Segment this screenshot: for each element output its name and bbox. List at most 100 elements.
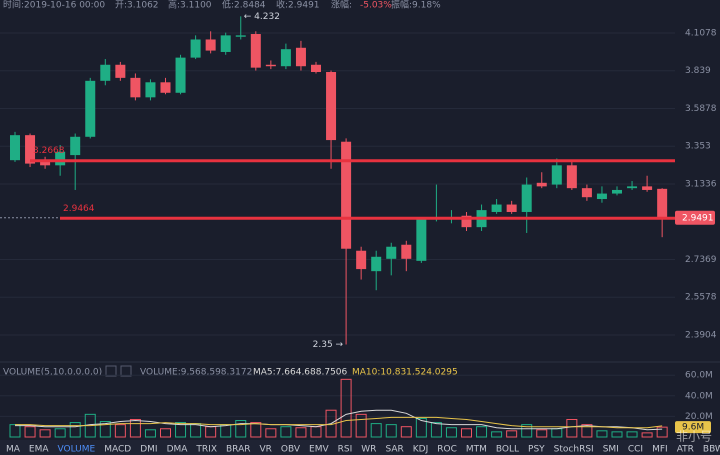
volume-bar [280,426,292,438]
candle-body [551,165,562,185]
indicator-tab[interactable]: VR [259,445,271,455]
candle-body [536,182,547,187]
volume-bar [445,427,457,438]
indicator-tab[interactable]: TRIX [195,445,217,455]
y-tick-label: 3.5878 [685,104,717,114]
volume-current: VOLUME:9,568,598.3172 [140,368,252,378]
y-tick-label: 3.1336 [685,179,717,189]
annotation: 2.35 → [313,340,344,350]
candle-body [220,35,231,52]
candle-body [280,49,291,67]
close-icon[interactable] [120,365,132,377]
candle-body [612,189,622,194]
last-price-box [675,210,715,225]
indicator-tab[interactable]: WR [361,445,376,455]
candle-body [627,186,638,189]
indicator-tab[interactable]: DMA [167,445,189,455]
volume-last-label: 9.6M [682,423,704,433]
volume-bar [99,421,111,438]
candle-body [145,82,156,98]
indicator-tab[interactable]: OBV [281,445,301,455]
indicator-tab[interactable]: StochRSI [554,445,594,455]
candle-body [401,244,412,259]
volume-bar [54,428,66,438]
volume-bar [114,424,126,438]
candle-body [130,77,141,98]
high: 高:3.1100 [168,0,212,11]
indicator-tab[interactable]: MACD [104,445,131,455]
volume-bar [521,424,533,438]
volume-bar [24,426,36,438]
candle-body [596,193,607,200]
candle-body [295,47,306,67]
volume-bar [39,429,51,438]
candle-body [326,72,337,141]
indicator-tab[interactable]: EMA [29,445,49,455]
volume-bar [506,430,518,438]
candle-body [386,246,397,259]
candle-body [25,135,36,164]
volume-bar [596,430,608,438]
volume-bar [129,418,141,438]
volume-bar [385,424,397,438]
indicator-tab[interactable]: CCI [628,445,643,455]
y-tick-label: 3.839 [685,66,711,76]
candle-body [40,161,51,166]
volume-ma-line [15,409,663,431]
volume-title: VOLUME(5,10,0,0,0,0) [3,368,102,378]
indicator-tab[interactable]: MA [6,445,21,455]
amplitude: 振幅:9.18% [391,0,441,11]
volume-bar [641,432,653,438]
volume-bar [476,426,488,438]
settings-icon[interactable] [105,365,117,377]
indicator-tab[interactable]: DMI [140,445,157,455]
indicator-tab[interactable]: ATR [677,445,694,455]
horizontal-line-label: 3.2668 [33,146,65,156]
indicator-tab[interactable]: VOLUME [58,445,96,455]
indicator-tab[interactable]: SMI [603,445,619,455]
candle-body [371,256,382,272]
indicator-tab[interactable]: MFI [652,445,668,455]
volume-bar [400,426,412,438]
volume-last-box [675,421,711,434]
open: 开:3.1062 [115,0,159,11]
ma5-text: MA5:7,664,688.7506 [253,368,348,378]
time: 时间:2019-10-16 00:00 [3,0,105,11]
indicator-tab[interactable]: RSI [338,445,353,455]
volume-tick-label: 20.0M [685,412,713,422]
candle-body [506,204,517,212]
candle-body [235,35,246,37]
header: 时间:2019-10-16 00:00 开:3.1062 高:3.1100 低:… [3,0,441,11]
indicator-tab[interactable]: EMV [309,445,329,455]
candle-body [85,80,96,137]
volume-tick-label: 60.0M [685,371,713,381]
y-tick-label: 2.7369 [685,255,717,265]
volume-bar [265,428,277,438]
volume-bar [340,378,352,438]
indicator-tab[interactable]: SAR [385,445,403,455]
candle-body [356,250,367,270]
volume-tick-label: 40.0M [685,391,713,401]
indicator-tab[interactable]: PSY [528,445,545,455]
volume-bar [355,413,367,438]
candle-body [566,165,577,189]
candle-body [70,136,81,156]
candle-body [160,82,171,93]
indicator-tab[interactable]: KDJ [413,445,429,455]
volume-bar [491,431,503,438]
close: 收:2.9491 [276,0,320,11]
indicator-tab[interactable]: MTM [466,445,487,455]
volume-bar [611,431,623,438]
low: 低:2.8484 [222,0,266,11]
volume-bar [415,417,427,438]
candle-body [250,34,261,68]
indicator-tab[interactable]: BBW [703,445,720,455]
candle-body [265,64,276,67]
indicator-tab[interactable]: BRAR [226,445,250,455]
indicator-tab[interactable]: BOLL [496,445,519,455]
watermark: 非小号 [676,430,712,444]
indicator-tab[interactable]: ROC [437,445,457,455]
candle-body [461,215,472,228]
volume-bar [160,428,171,438]
